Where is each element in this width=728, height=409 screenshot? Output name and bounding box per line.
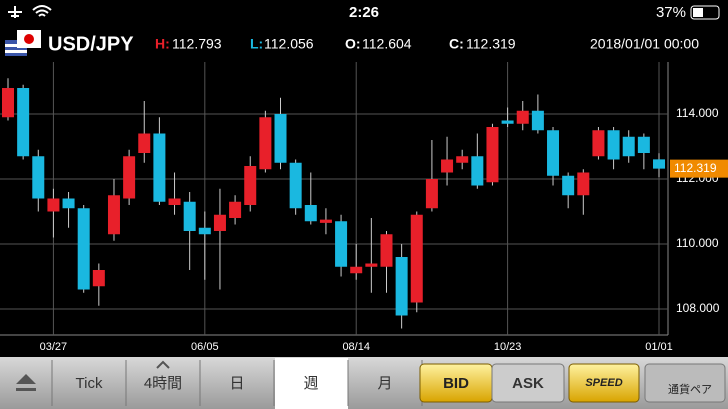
wifi-icon <box>32 5 52 17</box>
candle-body <box>47 198 60 212</box>
candle-body <box>319 219 332 223</box>
candle-body <box>138 133 151 153</box>
candle-body <box>562 175 575 196</box>
candle-body <box>183 201 196 231</box>
candle-body <box>123 156 136 199</box>
candle-body <box>198 227 211 235</box>
timeframe-button[interactable]: 4時間 <box>144 375 182 392</box>
high-value: 112.793 <box>172 36 222 52</box>
pair-frame <box>644 363 726 403</box>
close-label: C: <box>449 36 464 52</box>
candle-body <box>2 88 14 118</box>
open-label: O: <box>345 36 361 52</box>
x-tick-label: 06/05 <box>191 341 219 353</box>
y-tick-label: 114.000 <box>676 106 719 120</box>
bid-button[interactable]: BID <box>443 375 469 392</box>
candle-body <box>425 179 438 209</box>
timeframe-button[interactable]: 週 <box>303 375 318 392</box>
candle-body <box>274 114 287 163</box>
candle-body <box>335 221 348 267</box>
candle-body <box>531 110 544 131</box>
timeframe-button[interactable]: 日 <box>229 375 244 392</box>
candle-body <box>32 156 45 199</box>
date: 2018/01/01 00:00 <box>590 36 699 52</box>
candle-body <box>17 88 30 157</box>
candle-body <box>289 162 302 209</box>
battery-icon <box>690 5 720 20</box>
battery-level <box>693 8 703 17</box>
candle-body <box>365 263 378 267</box>
timeframe-button[interactable]: 月 <box>377 375 392 392</box>
candle-body <box>304 205 317 222</box>
candle-body <box>607 130 620 160</box>
candle-body <box>516 110 529 124</box>
candle-body <box>77 208 90 290</box>
candle-body <box>410 214 423 303</box>
x-tick-label: 08/14 <box>342 341 370 353</box>
x-tick-label: 03/27 <box>40 341 68 353</box>
y-tick-label: 108.000 <box>676 301 720 315</box>
open-value: 112.604 <box>362 36 412 52</box>
collapse-button[interactable] <box>16 374 36 391</box>
pair-button[interactable]: 通貨ペア <box>668 382 712 396</box>
candle-body <box>456 156 469 163</box>
candle-body <box>547 130 560 176</box>
close-value: 112.319 <box>466 36 516 52</box>
ask-button[interactable]: ASK <box>512 375 544 392</box>
speed-button[interactable]: SPEED <box>585 377 622 389</box>
timeframe-button[interactable]: Tick <box>76 375 103 392</box>
candle-body <box>395 257 408 316</box>
flag-icon <box>5 30 41 56</box>
candle-body <box>471 156 484 186</box>
speed-frame <box>568 363 640 403</box>
y-tick-label: 110.000 <box>676 236 719 250</box>
x-tick-label: 01/01 <box>645 341 673 353</box>
ask-frame <box>491 363 565 403</box>
tab-selected <box>275 358 348 409</box>
candle-body <box>350 266 363 274</box>
clock: 2:26 <box>349 4 379 21</box>
candle-body <box>168 198 181 205</box>
candle-body <box>486 127 499 183</box>
last-price-tag <box>670 159 728 178</box>
toolbar-buttons: Tick 4時間 日 週 月 BID ASK SPEED 通貨ペア <box>16 358 726 409</box>
battery-percent: 37% <box>656 4 686 21</box>
candle-body <box>592 130 605 157</box>
candle-body <box>213 214 226 231</box>
low-label: L: <box>250 36 263 52</box>
candle-body <box>229 201 242 218</box>
candle-body <box>153 133 166 202</box>
high-label: H: <box>155 36 170 52</box>
candle-body <box>577 172 590 196</box>
last-price: 112.319 <box>674 161 717 175</box>
low-value: 112.056 <box>264 36 314 52</box>
candle-body <box>259 117 272 170</box>
candle-body <box>62 198 75 209</box>
candle-body <box>501 120 514 124</box>
candle-body <box>653 159 665 169</box>
candle-body <box>244 166 257 205</box>
chevron-icon <box>156 360 170 369</box>
candle-body <box>107 195 120 235</box>
candle-body <box>92 270 105 287</box>
candle-body <box>637 136 650 153</box>
symbol: USD/JPY <box>48 33 134 55</box>
x-tick-label: 10/23 <box>494 341 522 353</box>
candle-body <box>622 136 635 157</box>
candle-body <box>441 159 454 173</box>
candle-body <box>380 234 393 267</box>
airplane-icon <box>8 6 22 18</box>
